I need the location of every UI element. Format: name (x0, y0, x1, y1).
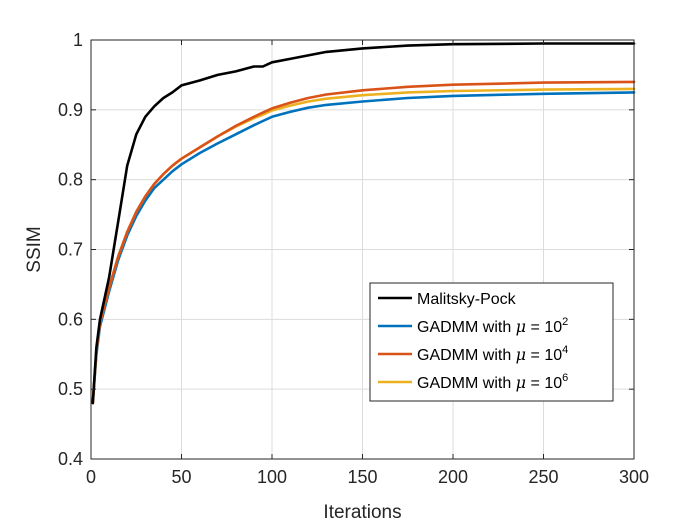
y-tick-label: 0.7 (58, 240, 83, 260)
y-tick-label: 0.9 (58, 100, 83, 120)
x-tick-label: 0 (86, 467, 96, 487)
axis-ticks: 0 50 100 150 200 250 300 0.4 0.5 0.6 0.7 0.8 0.9 1 (58, 30, 649, 487)
x-axis-label: Iterations (323, 502, 401, 523)
y-tick-label: 0.5 (58, 379, 83, 399)
legend-entry: Malitsky-Pock (417, 291, 517, 308)
x-tick-label: 100 (257, 467, 287, 487)
legend-entry: GADMM with μ = 102 (417, 316, 568, 336)
y-axis-label: SSIM (24, 226, 45, 272)
x-tick-label: 200 (438, 467, 468, 487)
y-tick-label: 0.8 (58, 170, 83, 190)
series-line-0 (91, 42, 636, 405)
legend-entry: GADMM with μ = 104 (417, 344, 568, 364)
series-lines (91, 42, 636, 405)
x-tick-label: 150 (347, 467, 377, 487)
x-tick-label: 300 (619, 467, 649, 487)
x-tick-label: 50 (171, 467, 191, 487)
y-tick-label: 0.4 (58, 449, 83, 469)
y-tick-label: 1 (73, 30, 83, 50)
legend-entry: GADMM with μ = 106 (417, 372, 568, 392)
y-tick-label: 0.6 (58, 309, 83, 329)
x-tick-label: 250 (528, 467, 558, 487)
legend: Malitsky-Pock GADMM with μ = 102 GADMM wit… (369, 282, 614, 402)
series-line-2 (91, 80, 636, 405)
